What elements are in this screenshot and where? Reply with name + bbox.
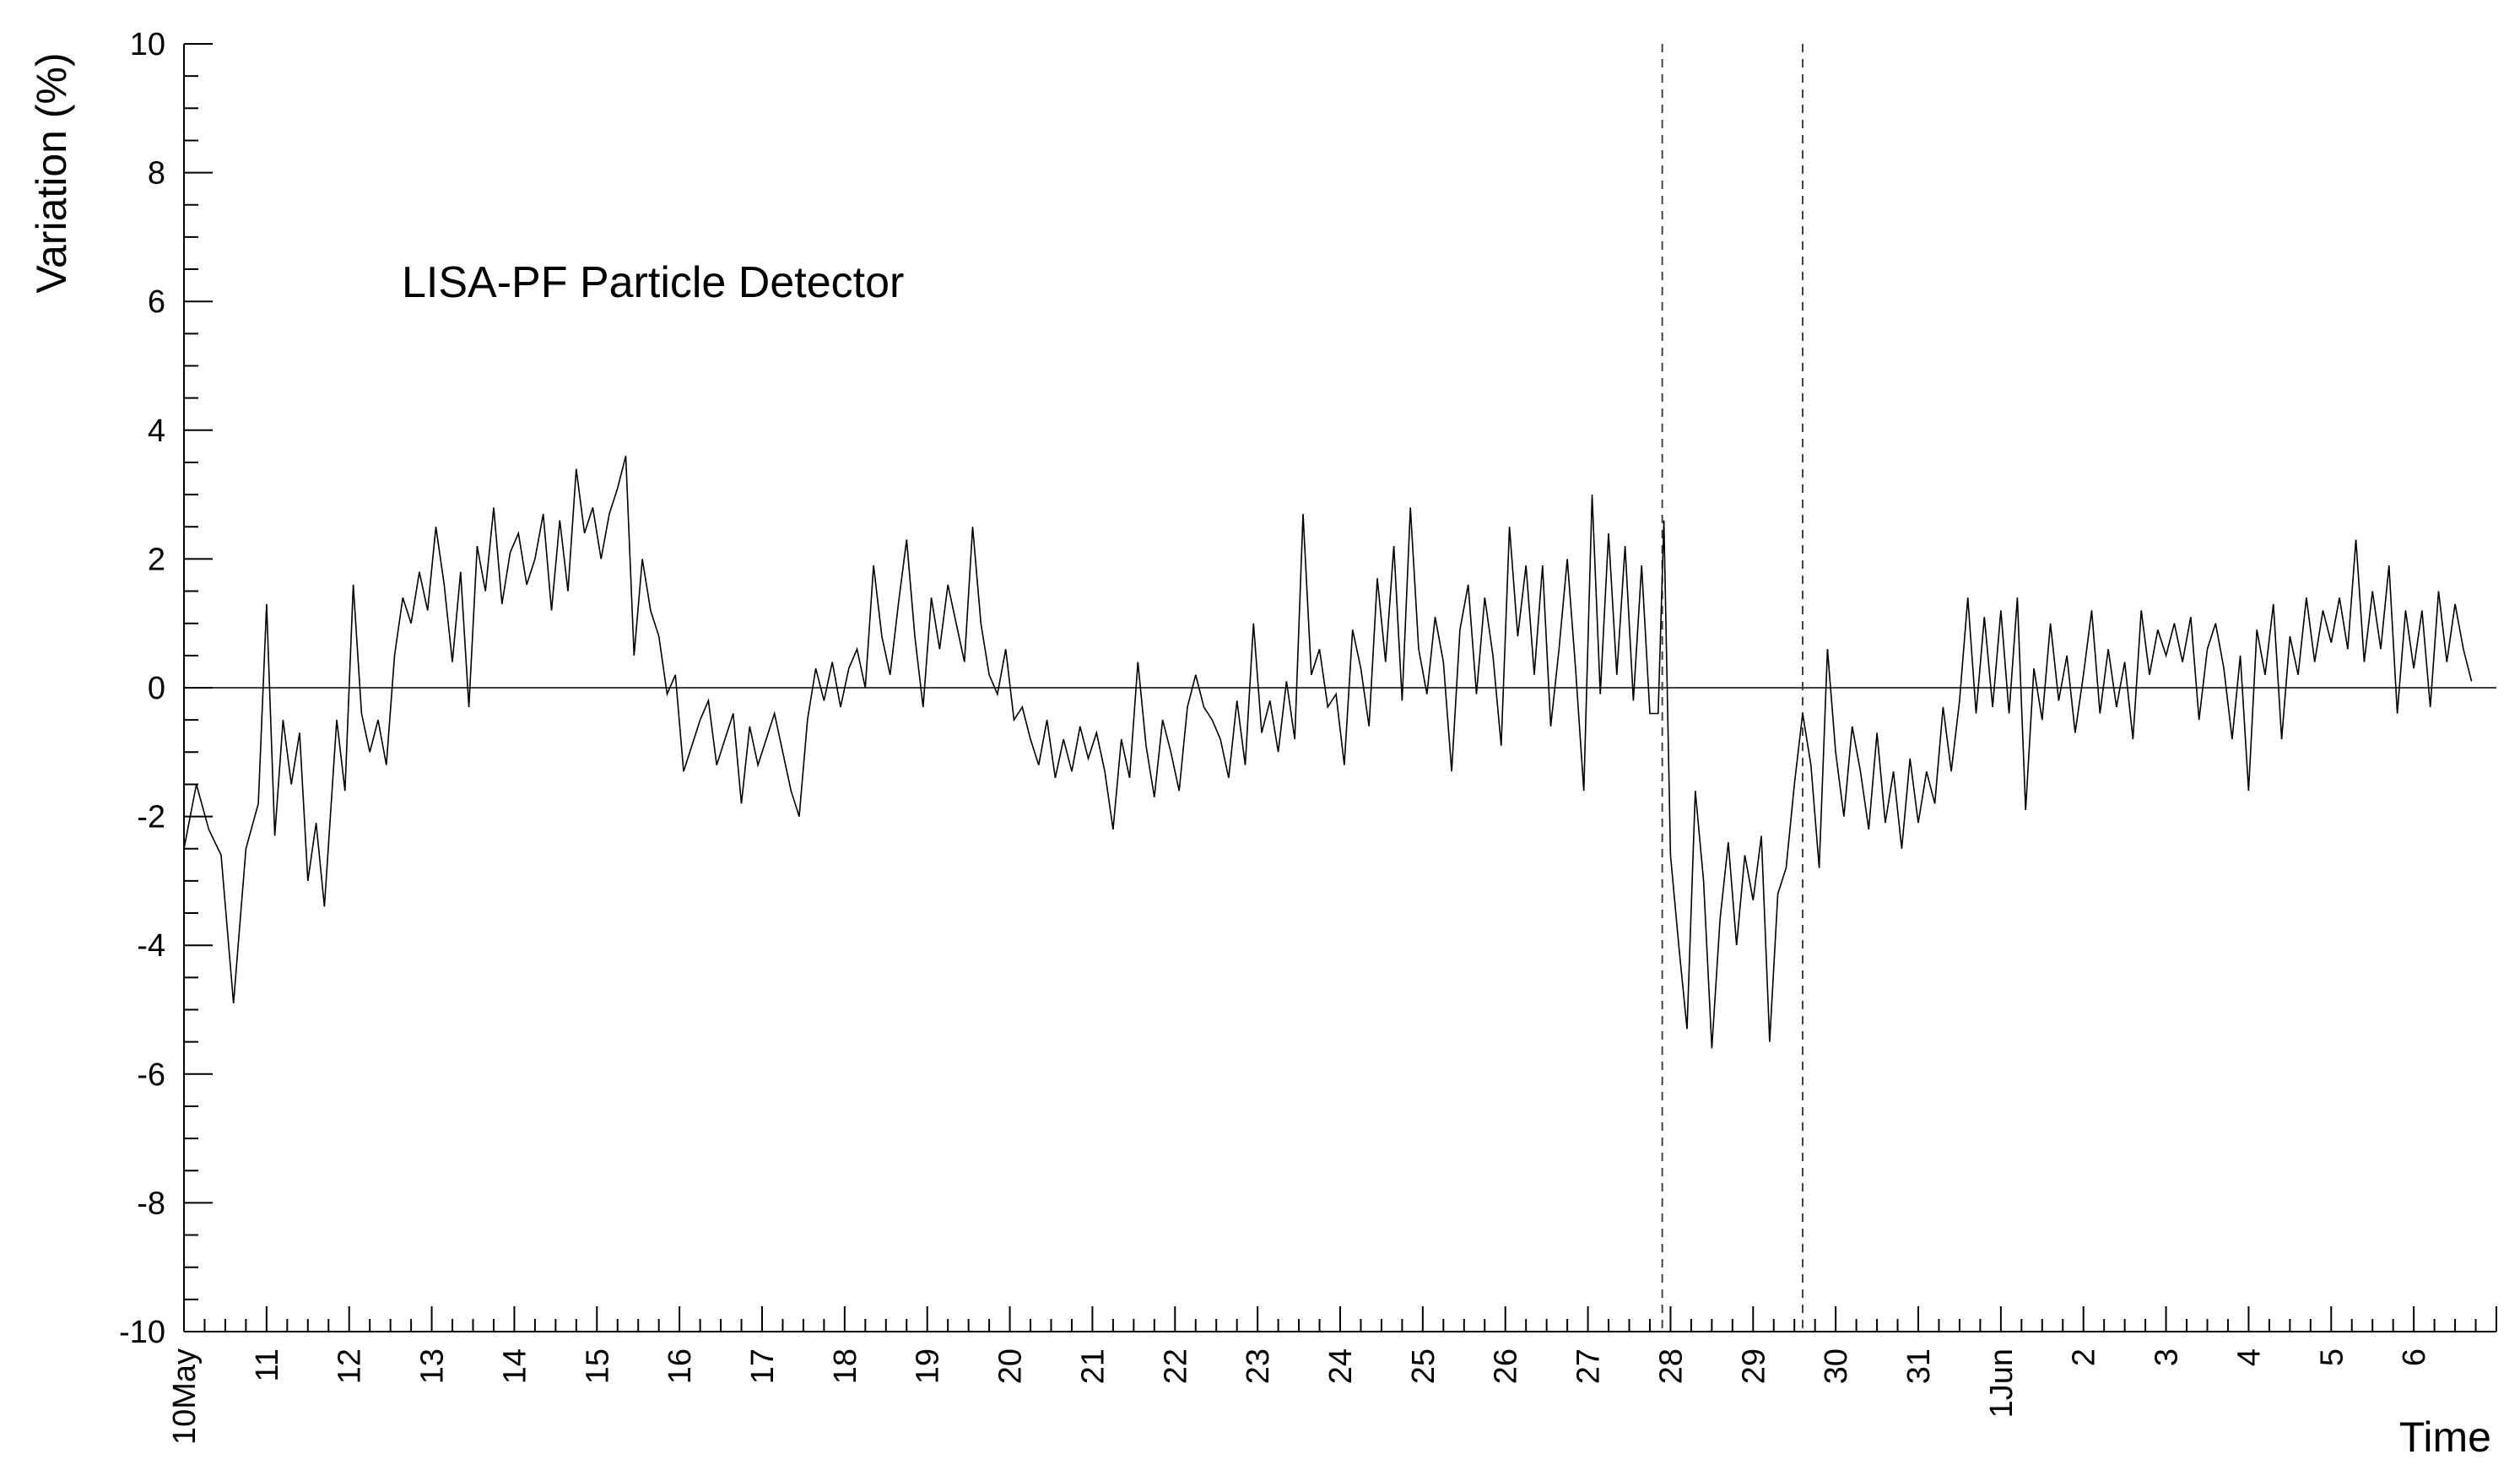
x-tick-label: 3 bbox=[2150, 1348, 2185, 1366]
chart-annotation: LISA-PF Particle Detector bbox=[402, 258, 904, 307]
x-axis-title: Time bbox=[2399, 1413, 2491, 1461]
x-tick-label: 6 bbox=[2397, 1348, 2432, 1366]
x-tick-label: 27 bbox=[1571, 1348, 1607, 1384]
x-tick-label: 31 bbox=[1901, 1348, 1937, 1384]
x-tick-label: 21 bbox=[1075, 1348, 1111, 1384]
x-tick-label: 11 bbox=[250, 1348, 285, 1381]
x-tick-label: 1Jun bbox=[1984, 1348, 2020, 1418]
y-tick-label: -4 bbox=[137, 928, 165, 964]
y-axis-ticks: -10 -8 -6 -4 -2 0 2 4 6 8 10 bbox=[119, 27, 213, 1350]
x-tick-label: 13 bbox=[415, 1348, 451, 1384]
series-layer bbox=[183, 456, 2473, 1049]
y-tick-label: 4 bbox=[148, 413, 165, 449]
x-tick-label: 16 bbox=[662, 1348, 698, 1384]
x-tick-label: 15 bbox=[580, 1348, 615, 1384]
y-tick-label: -10 bbox=[119, 1315, 165, 1350]
x-tick-label: 18 bbox=[828, 1348, 863, 1384]
y-tick-label: 0 bbox=[148, 671, 165, 706]
x-axis-ticks: 10May 11 12 13 14 15 16 17 18 19 20 21 22 23 24 25 26 27 2… bbox=[167, 1306, 2497, 1445]
x-tick-label: 19 bbox=[911, 1348, 946, 1384]
x-tick-label: 2 bbox=[2067, 1348, 2102, 1366]
x-tick-label: 12 bbox=[333, 1348, 368, 1384]
x-tick-label: 17 bbox=[745, 1348, 781, 1384]
y-tick-label: -2 bbox=[137, 800, 165, 835]
y-tick-label: -6 bbox=[137, 1057, 165, 1093]
x-tick-label: 30 bbox=[1819, 1348, 1854, 1384]
x-tick-label: 14 bbox=[497, 1348, 533, 1384]
y-tick-label: 2 bbox=[148, 542, 165, 577]
x-tick-label: 24 bbox=[1323, 1348, 1359, 1384]
x-tick-label: 20 bbox=[993, 1348, 1029, 1384]
x-tick-label: 25 bbox=[1406, 1348, 1441, 1384]
x-tick-label: 4 bbox=[2231, 1348, 2267, 1366]
x-tick-label: 22 bbox=[1158, 1348, 1193, 1384]
x-tick-label: 23 bbox=[1241, 1348, 1276, 1384]
series-line bbox=[183, 456, 2473, 1049]
y-tick-label: -8 bbox=[137, 1186, 165, 1221]
reference-lines bbox=[184, 44, 2496, 1332]
x-tick-label: 26 bbox=[1489, 1348, 1524, 1384]
x-tick-label: 5 bbox=[2314, 1348, 2350, 1366]
y-tick-label: 10 bbox=[130, 27, 165, 62]
x-tick-label: 28 bbox=[1653, 1348, 1689, 1384]
x-tick-label: 29 bbox=[1736, 1348, 1771, 1384]
y-tick-label: 8 bbox=[148, 156, 165, 192]
x-tick-label: 10May bbox=[167, 1348, 203, 1445]
y-tick-label: 6 bbox=[148, 284, 165, 320]
y-axis-title: Variation (%) bbox=[28, 52, 75, 293]
